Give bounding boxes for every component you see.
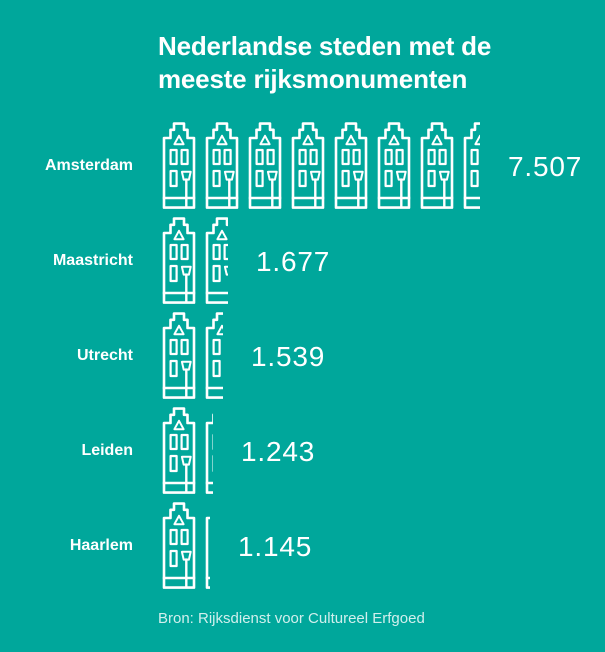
canal-house-icon [205, 216, 228, 304]
chart-row: Maastricht 1.677 [0, 212, 605, 307]
icon-bar [162, 121, 480, 209]
city-label: Haarlem [69, 537, 133, 554]
city-label: Leiden [81, 442, 133, 459]
chart-row: Haarlem 1.145 [0, 497, 605, 592]
house-icon-full [162, 216, 196, 304]
house-icon-full [205, 121, 239, 209]
city-label: Amsterdam [44, 157, 133, 174]
house-icon-full [248, 121, 282, 209]
city-label: Maastricht [52, 252, 133, 269]
icon-bar [162, 311, 223, 399]
house-icon-partial [205, 501, 210, 589]
canal-house-icon [334, 121, 368, 209]
value-label: 1.243 [241, 435, 316, 467]
house-icon-full [162, 406, 196, 494]
canal-house-icon [205, 516, 210, 589]
house-icon-full [334, 121, 368, 209]
house-icon-full [291, 121, 325, 209]
chart-title: Nederlandse steden met de meeste rijksmo… [158, 30, 491, 96]
canal-house-icon [248, 121, 282, 209]
chart-row: Amsterdam 7.507 [0, 117, 605, 212]
icon-bar [162, 501, 210, 589]
chart-row: Utrecht 1.539 [0, 307, 605, 402]
house-icon-partial [205, 216, 228, 304]
canal-house-icon [205, 121, 239, 209]
canal-house-icon [291, 121, 325, 209]
chart-title-line2: meeste rijksmonumenten [158, 64, 468, 94]
canal-house-icon [377, 121, 411, 209]
city-label: Utrecht [76, 347, 133, 364]
house-icon-partial [205, 406, 213, 494]
pictogram-rows: Amsterdam 7.507 Maastricht 1.677 Utrecht 1.53… [0, 117, 605, 592]
value-label: 7.507 [508, 150, 583, 182]
house-icon-full [162, 501, 196, 589]
canal-house-icon [205, 413, 213, 494]
canal-house-icon [162, 216, 196, 304]
house-icon-full [162, 121, 196, 209]
canal-house-icon [162, 406, 196, 494]
house-icon-partial [205, 311, 223, 399]
house-icon-full [162, 311, 196, 399]
value-label: 1.145 [238, 530, 313, 562]
canal-house-icon [420, 121, 454, 209]
value-label: 1.677 [256, 245, 331, 277]
icon-bar [162, 406, 213, 494]
house-icon-full [420, 121, 454, 209]
chart-row: Leiden 1.243 [0, 402, 605, 497]
value-label: 1.539 [251, 340, 326, 372]
chart-title-line1: Nederlandse steden met de [158, 31, 492, 61]
canal-house-icon [162, 501, 196, 589]
canal-house-icon [463, 121, 480, 209]
icon-bar [162, 216, 228, 304]
canal-house-icon [205, 311, 223, 399]
house-icon-full [377, 121, 411, 209]
canal-house-icon [162, 121, 196, 209]
canal-house-icon [162, 311, 196, 399]
house-icon-partial [463, 121, 480, 209]
source-credit: Bron: Rijksdienst voor Cultureel Erfgoed [158, 610, 425, 627]
